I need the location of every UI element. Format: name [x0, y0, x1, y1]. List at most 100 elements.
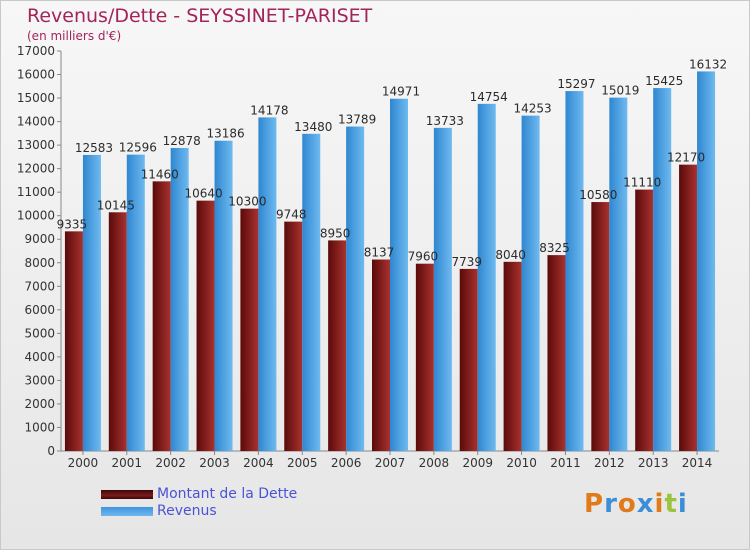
data-label-dette: 8137	[364, 246, 395, 260]
chart-title: Revenus/Dette - SEYSSINET-PARISET	[27, 5, 373, 27]
x-tick-label: 2005	[287, 456, 318, 470]
x-tick-label: 2004	[243, 456, 274, 470]
bar-revenus	[433, 127, 452, 451]
data-label-revenus: 16132	[689, 57, 727, 71]
data-label-dette: 8950	[320, 226, 351, 240]
data-label-revenus: 15297	[557, 77, 595, 91]
bar-revenus	[214, 140, 233, 451]
y-tick-label: 7000	[24, 279, 55, 293]
data-label-revenus: 14754	[470, 90, 508, 104]
data-label-revenus: 13480	[294, 120, 332, 134]
proxiti-logo: Proxiti	[584, 489, 688, 519]
bar-dette	[152, 181, 171, 451]
bar-dette	[108, 212, 127, 451]
logo-letter: t	[664, 489, 678, 519]
bar-revenus	[258, 117, 277, 452]
bar-revenus	[477, 103, 496, 452]
x-tick-label: 2008	[419, 456, 450, 470]
y-tick-label: 10000	[17, 209, 55, 223]
legend-swatch-revenus	[101, 507, 153, 516]
bar-dette	[547, 255, 566, 451]
bar-dette	[415, 263, 434, 451]
bar-revenus	[653, 88, 672, 451]
bar-dette	[372, 259, 390, 451]
bar-dette	[679, 164, 698, 451]
data-label-revenus: 14971	[382, 85, 420, 99]
data-label-dette: 9335	[57, 217, 88, 231]
data-label-dette: 8325	[539, 241, 570, 255]
bar-dette	[284, 221, 303, 451]
data-labels-group: 9335 12583 10145 12596 11460 12878 10640 13186 1…	[57, 57, 728, 268]
bar-dette	[64, 231, 83, 451]
y-tick-label: 17000	[17, 44, 55, 58]
data-label-dette: 9748	[276, 208, 307, 222]
data-label-revenus: 13789	[338, 113, 376, 127]
y-tick-label: 14000	[17, 115, 55, 129]
bar-dette	[591, 202, 610, 451]
logo-letter: i	[677, 489, 688, 519]
x-tick-label: 2014	[682, 456, 713, 470]
data-label-revenus: 13186	[206, 127, 244, 141]
bar-dette	[503, 261, 522, 451]
x-tick-label: 2010	[506, 456, 537, 470]
x-tick-label: 2013	[638, 456, 669, 470]
y-tick-label: 13000	[17, 138, 55, 152]
logo-letter: i	[654, 489, 665, 519]
bar-dette	[328, 240, 347, 451]
bar-revenus	[170, 147, 189, 452]
data-label-dette: 11110	[623, 176, 661, 190]
y-tick-label: 16000	[17, 68, 55, 82]
data-label-revenus: 12878	[163, 134, 201, 148]
x-tick-label: 2007	[375, 456, 406, 470]
bar-dette	[196, 200, 215, 451]
chart-subtitle: (en milliers d'€)	[27, 29, 122, 43]
y-tick-label: 4000	[24, 350, 55, 364]
x-tick-label: 2006	[331, 456, 362, 470]
data-label-revenus: 15019	[601, 84, 639, 98]
logo-letter: o	[617, 489, 637, 519]
data-label-dette: 10300	[228, 195, 266, 209]
data-label-revenus: 12596	[119, 141, 157, 155]
legend-label-revenus: Revenus	[157, 503, 217, 519]
y-tick-label: 11000	[17, 185, 55, 199]
data-label-dette: 11460	[141, 167, 179, 181]
y-tick-label: 1000	[24, 420, 55, 434]
logo-letter: P	[584, 489, 605, 519]
x-tick-label: 2012	[594, 456, 625, 470]
bar-revenus	[82, 154, 101, 451]
x-tick-label: 2001	[112, 456, 143, 470]
bar-revenus	[521, 115, 540, 452]
y-tick-label: 3000	[24, 373, 55, 387]
data-label-dette: 7960	[408, 250, 439, 264]
x-tick-label: 2000	[68, 456, 99, 470]
bar-revenus	[565, 91, 584, 451]
legend-label-dette: Montant de la Dette	[157, 486, 298, 502]
y-tick-label: 8000	[24, 256, 55, 270]
data-label-dette: 10640	[184, 187, 222, 201]
data-label-dette: 12170	[667, 151, 705, 165]
bar-revenus	[697, 71, 716, 452]
logo-letter: x	[636, 489, 655, 519]
data-label-revenus: 12583	[75, 141, 113, 155]
bar-revenus	[346, 126, 365, 451]
data-label-revenus: 15425	[645, 74, 683, 88]
x-tick-label: 2011	[550, 456, 581, 470]
bar-revenus	[390, 98, 408, 451]
logo-letter: r	[604, 489, 618, 519]
data-label-dette: 10580	[579, 188, 617, 202]
data-label-dette: 7739	[451, 255, 482, 269]
y-tick-label: 0	[47, 444, 55, 458]
bar-revenus	[302, 133, 321, 451]
bar-revenus	[126, 154, 145, 451]
data-label-revenus: 13733	[426, 114, 464, 128]
y-tick-label: 12000	[17, 162, 55, 176]
chart-axes: 0 1000 2000 3000 4000 5000 6000 7000 8000 9000 100…	[17, 44, 719, 470]
bars-group	[64, 71, 716, 452]
bar-dette	[635, 189, 654, 451]
y-tick-label: 2000	[24, 397, 55, 411]
bar-revenus	[609, 97, 628, 452]
data-label-dette: 10145	[97, 198, 135, 212]
y-tick-label: 9000	[24, 232, 55, 246]
data-label-revenus: 14178	[250, 103, 288, 117]
